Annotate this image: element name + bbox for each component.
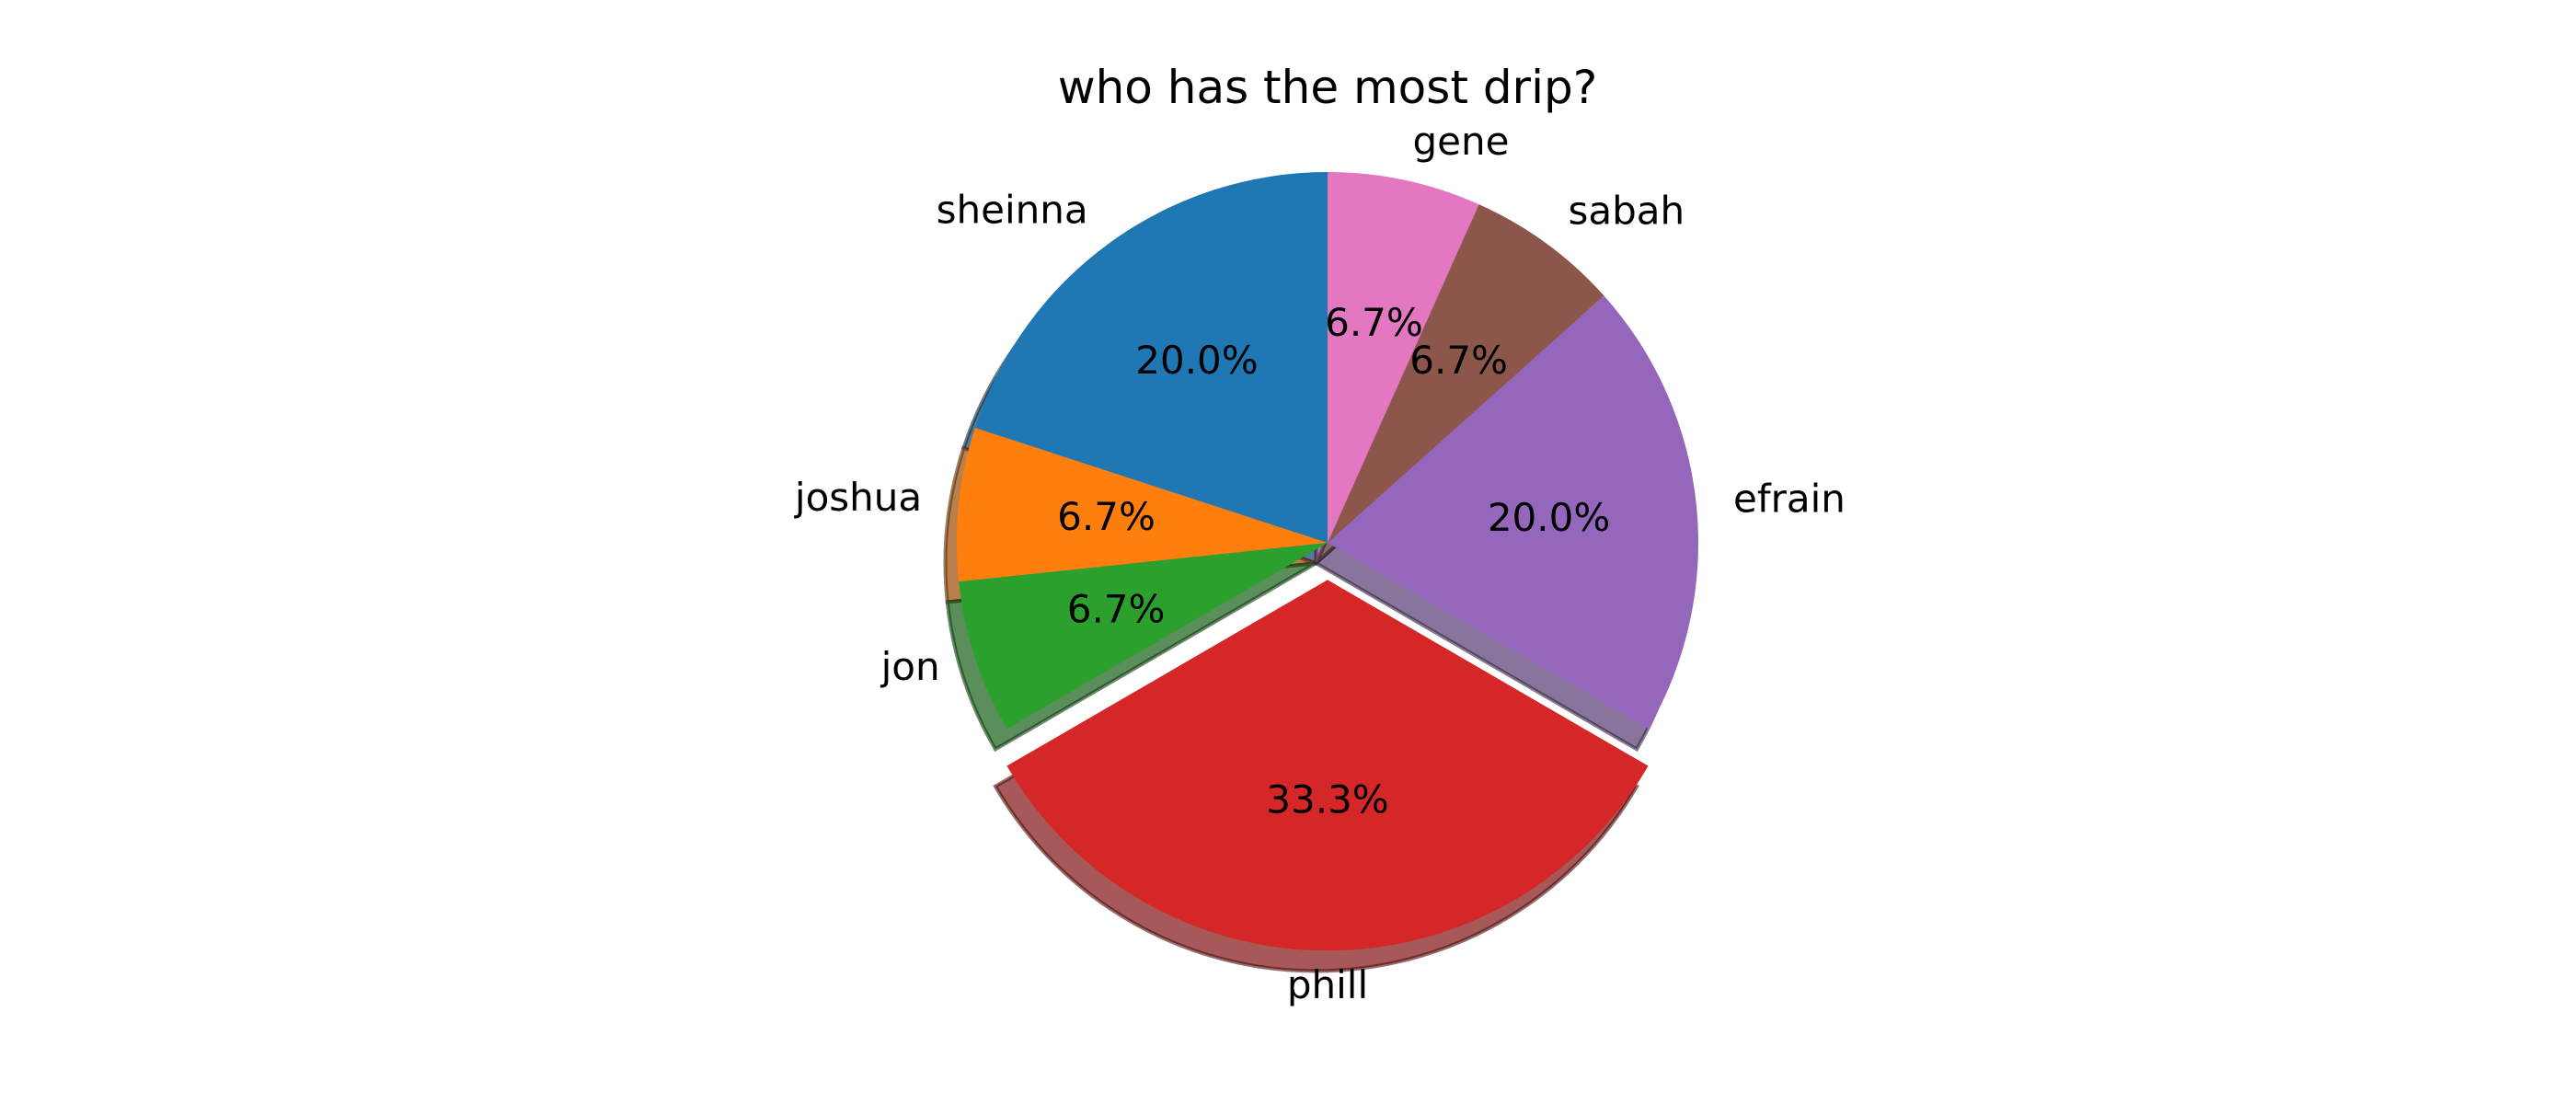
- slices: [957, 172, 1698, 951]
- chart-title: who has the most drip?: [1058, 61, 1598, 114]
- slice-sheinna: [974, 172, 1328, 543]
- slice-label-efrain: efrain: [1733, 476, 1846, 521]
- slice-percent-sabah: 6.7%: [1409, 338, 1508, 383]
- slice-jon: [959, 543, 1328, 730]
- slice-percent-gene: 6.7%: [1325, 300, 1423, 345]
- slice-label-sabah: sabah: [1568, 189, 1685, 234]
- slice-label-phill: phill: [1287, 962, 1368, 1007]
- slice-label-gene: gene: [1413, 119, 1510, 164]
- slice-percent-joshua: 6.7%: [1057, 494, 1156, 539]
- slice-percent-sheinna: 20.0%: [1135, 338, 1258, 383]
- slice-labels: sheinna 20.0% joshua 6.7% jon 6.7% phill 33.3% e…: [794, 119, 1846, 1007]
- slice-label-jon: jon: [880, 644, 940, 689]
- slice-efrain: [1328, 295, 1698, 730]
- slice-label-sheinna: sheinna: [937, 188, 1088, 233]
- slice-percent-phill: 33.3%: [1266, 777, 1388, 822]
- slice-phill: [1006, 580, 1649, 951]
- slice-percent-jon: 6.7%: [1067, 587, 1166, 632]
- slice-percent-efrain: 20.0%: [1488, 495, 1610, 540]
- slice-joshua: [957, 427, 1328, 582]
- slice-sabah: [1328, 204, 1604, 543]
- slice-label-joshua: joshua: [794, 475, 922, 520]
- slice-gene: [1328, 172, 1479, 543]
